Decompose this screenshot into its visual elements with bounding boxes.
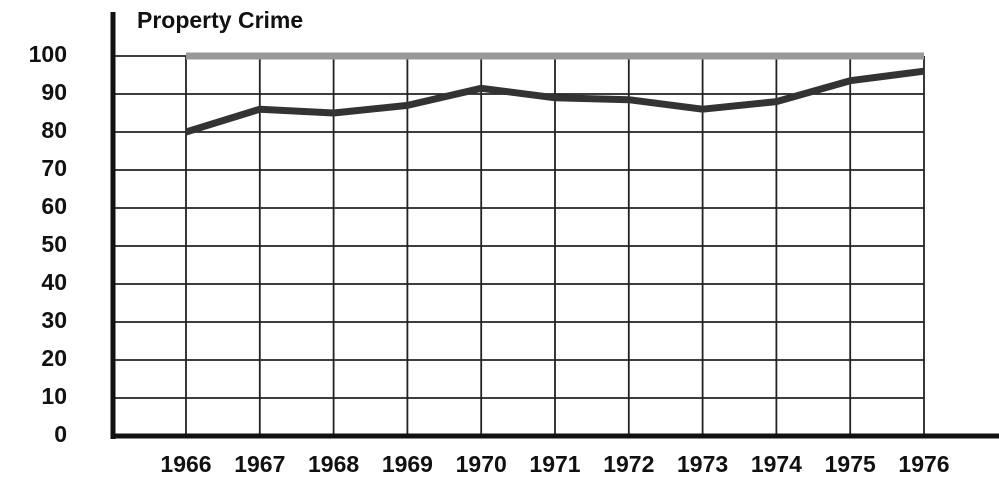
x-tick-label: 1966 [160, 451, 211, 477]
y-tick-label: 60 [41, 193, 67, 219]
x-tick-label: 1972 [603, 451, 654, 477]
y-tick-label: 30 [41, 307, 67, 333]
chart-title: Property Crime [137, 7, 303, 33]
y-tick-label: 50 [41, 231, 67, 257]
data-line [184, 67, 925, 136]
x-tick-label: 1967 [234, 451, 285, 477]
y-tick-label: 80 [41, 117, 67, 143]
x-tick-label: 1970 [456, 451, 507, 477]
x-tick-label: 1975 [825, 451, 876, 477]
x-tick-label: 1973 [677, 451, 728, 477]
y-tick-label: 10 [41, 383, 67, 409]
x-tick-label: 1969 [382, 451, 433, 477]
x-tick-label: 1968 [308, 451, 359, 477]
y-tick-label: 70 [41, 155, 67, 181]
x-tick-label: 1976 [898, 451, 949, 477]
y-tick-label: 90 [41, 79, 67, 105]
x-tick-label: 1971 [529, 451, 580, 477]
y-tick-label: 40 [41, 269, 67, 295]
x-tick-label: 1974 [751, 451, 802, 477]
y-tick-label: 0 [54, 421, 67, 447]
y-tick-label: 100 [29, 41, 67, 67]
y-tick-label: 20 [41, 345, 67, 371]
